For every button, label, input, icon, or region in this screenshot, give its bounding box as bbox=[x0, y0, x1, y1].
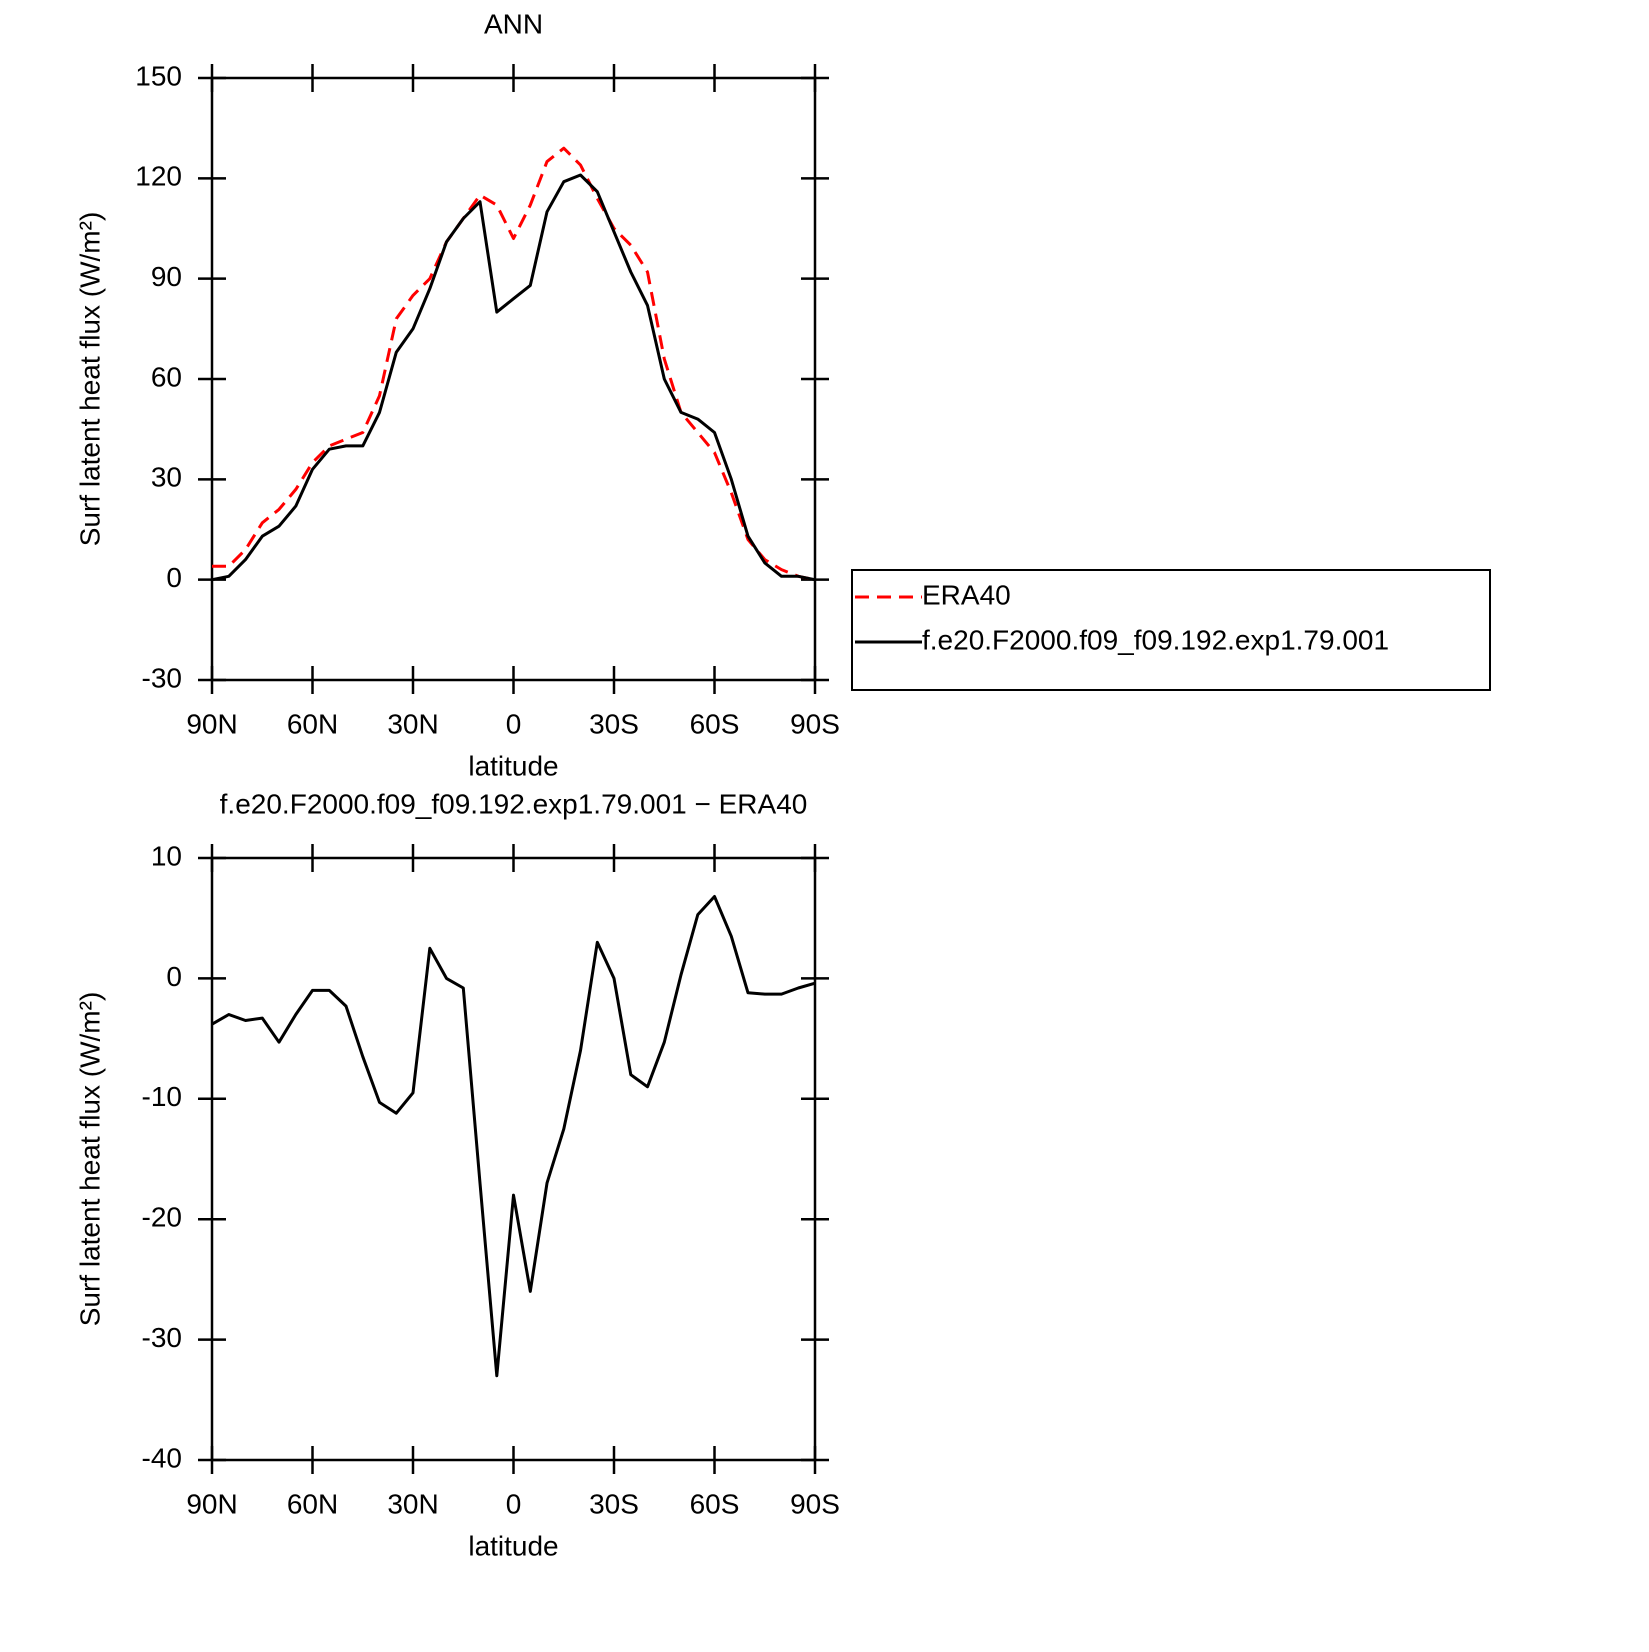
x-axis-label: latitude bbox=[468, 1530, 558, 1561]
x-tick-label: 30N bbox=[387, 1488, 438, 1519]
y-tick-label: 90 bbox=[151, 261, 182, 292]
y-tick-label: -40 bbox=[142, 1442, 182, 1473]
chart-title: f.e20.F2000.f09_f09.192.exp1.79.001 − ER… bbox=[220, 788, 808, 819]
x-tick-label: 90S bbox=[790, 708, 840, 739]
data-line bbox=[212, 146, 816, 582]
x-tick-label: 60S bbox=[690, 1488, 740, 1519]
y-tick-label: 60 bbox=[151, 361, 182, 392]
x-tick-label: 60N bbox=[287, 1488, 338, 1519]
x-tick-label: 90N bbox=[186, 1488, 237, 1519]
x-tick-label: 90S bbox=[790, 1488, 840, 1519]
x-axis-label: latitude bbox=[468, 750, 558, 781]
x-tick-label: 0 bbox=[506, 1488, 522, 1519]
data-line bbox=[211, 895, 816, 1378]
chart-title: ANN bbox=[484, 8, 543, 39]
legend-label: ERA40 bbox=[922, 579, 1011, 610]
legend-label: f.e20.F2000.f09_f09.192.exp1.79.001 bbox=[922, 624, 1389, 655]
x-tick-label: 0 bbox=[506, 708, 522, 739]
y-tick-label: -30 bbox=[142, 1322, 182, 1353]
x-tick-label: 60S bbox=[690, 708, 740, 739]
y-axis-label: Surf latent heat flux (W/m²) bbox=[74, 212, 105, 547]
x-tick-label: 60N bbox=[287, 708, 338, 739]
y-tick-label: 0 bbox=[166, 562, 182, 593]
data-line bbox=[211, 173, 816, 582]
plot-frame bbox=[210, 76, 817, 682]
y-axis-label: Surf latent heat flux (W/m²) bbox=[74, 992, 105, 1327]
y-tick-label: 30 bbox=[151, 462, 182, 493]
legend-box bbox=[851, 569, 1491, 691]
y-tick-label: 0 bbox=[166, 961, 182, 992]
x-tick-label: 30S bbox=[589, 1488, 639, 1519]
plot-frame bbox=[210, 856, 817, 1462]
y-tick-label: 10 bbox=[151, 840, 182, 871]
y-tick-label: 120 bbox=[135, 161, 182, 192]
y-tick-label: -20 bbox=[142, 1202, 182, 1233]
x-tick-label: 30N bbox=[387, 708, 438, 739]
y-tick-label: -30 bbox=[142, 662, 182, 693]
x-tick-label: 90N bbox=[186, 708, 237, 739]
y-tick-label: -10 bbox=[142, 1081, 182, 1112]
y-tick-label: 150 bbox=[135, 60, 182, 91]
x-tick-label: 30S bbox=[589, 708, 639, 739]
